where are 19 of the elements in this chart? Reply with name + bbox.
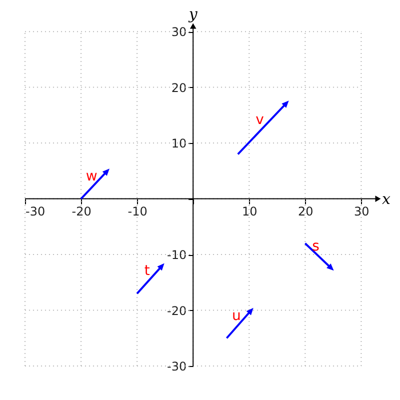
series-label: w — [86, 168, 98, 184]
x-tick-label: -20 — [72, 204, 92, 218]
x-tick-label: 30 — [354, 204, 370, 218]
y-tick-label: 30 — [171, 25, 187, 40]
series-label: t — [144, 263, 150, 280]
y-axis-title: y — [188, 5, 198, 23]
y-tick-label: -10 — [166, 248, 187, 262]
y-tick-label: -30 — [166, 360, 187, 374]
x-tick-label: -30 — [26, 204, 46, 218]
series-label: u — [232, 308, 241, 324]
y-tick-label: 20 — [171, 80, 187, 95]
x-tick-label: 20 — [298, 204, 314, 218]
x-tick-label: 10 — [242, 204, 258, 218]
x-axis-title: x — [382, 190, 391, 208]
y-tick-label: 10 — [171, 136, 187, 151]
y-tick-label: -20 — [166, 304, 187, 318]
series-label: s — [312, 238, 320, 254]
series-label: v — [256, 112, 264, 128]
x-tick-label: -10 — [128, 204, 148, 218]
